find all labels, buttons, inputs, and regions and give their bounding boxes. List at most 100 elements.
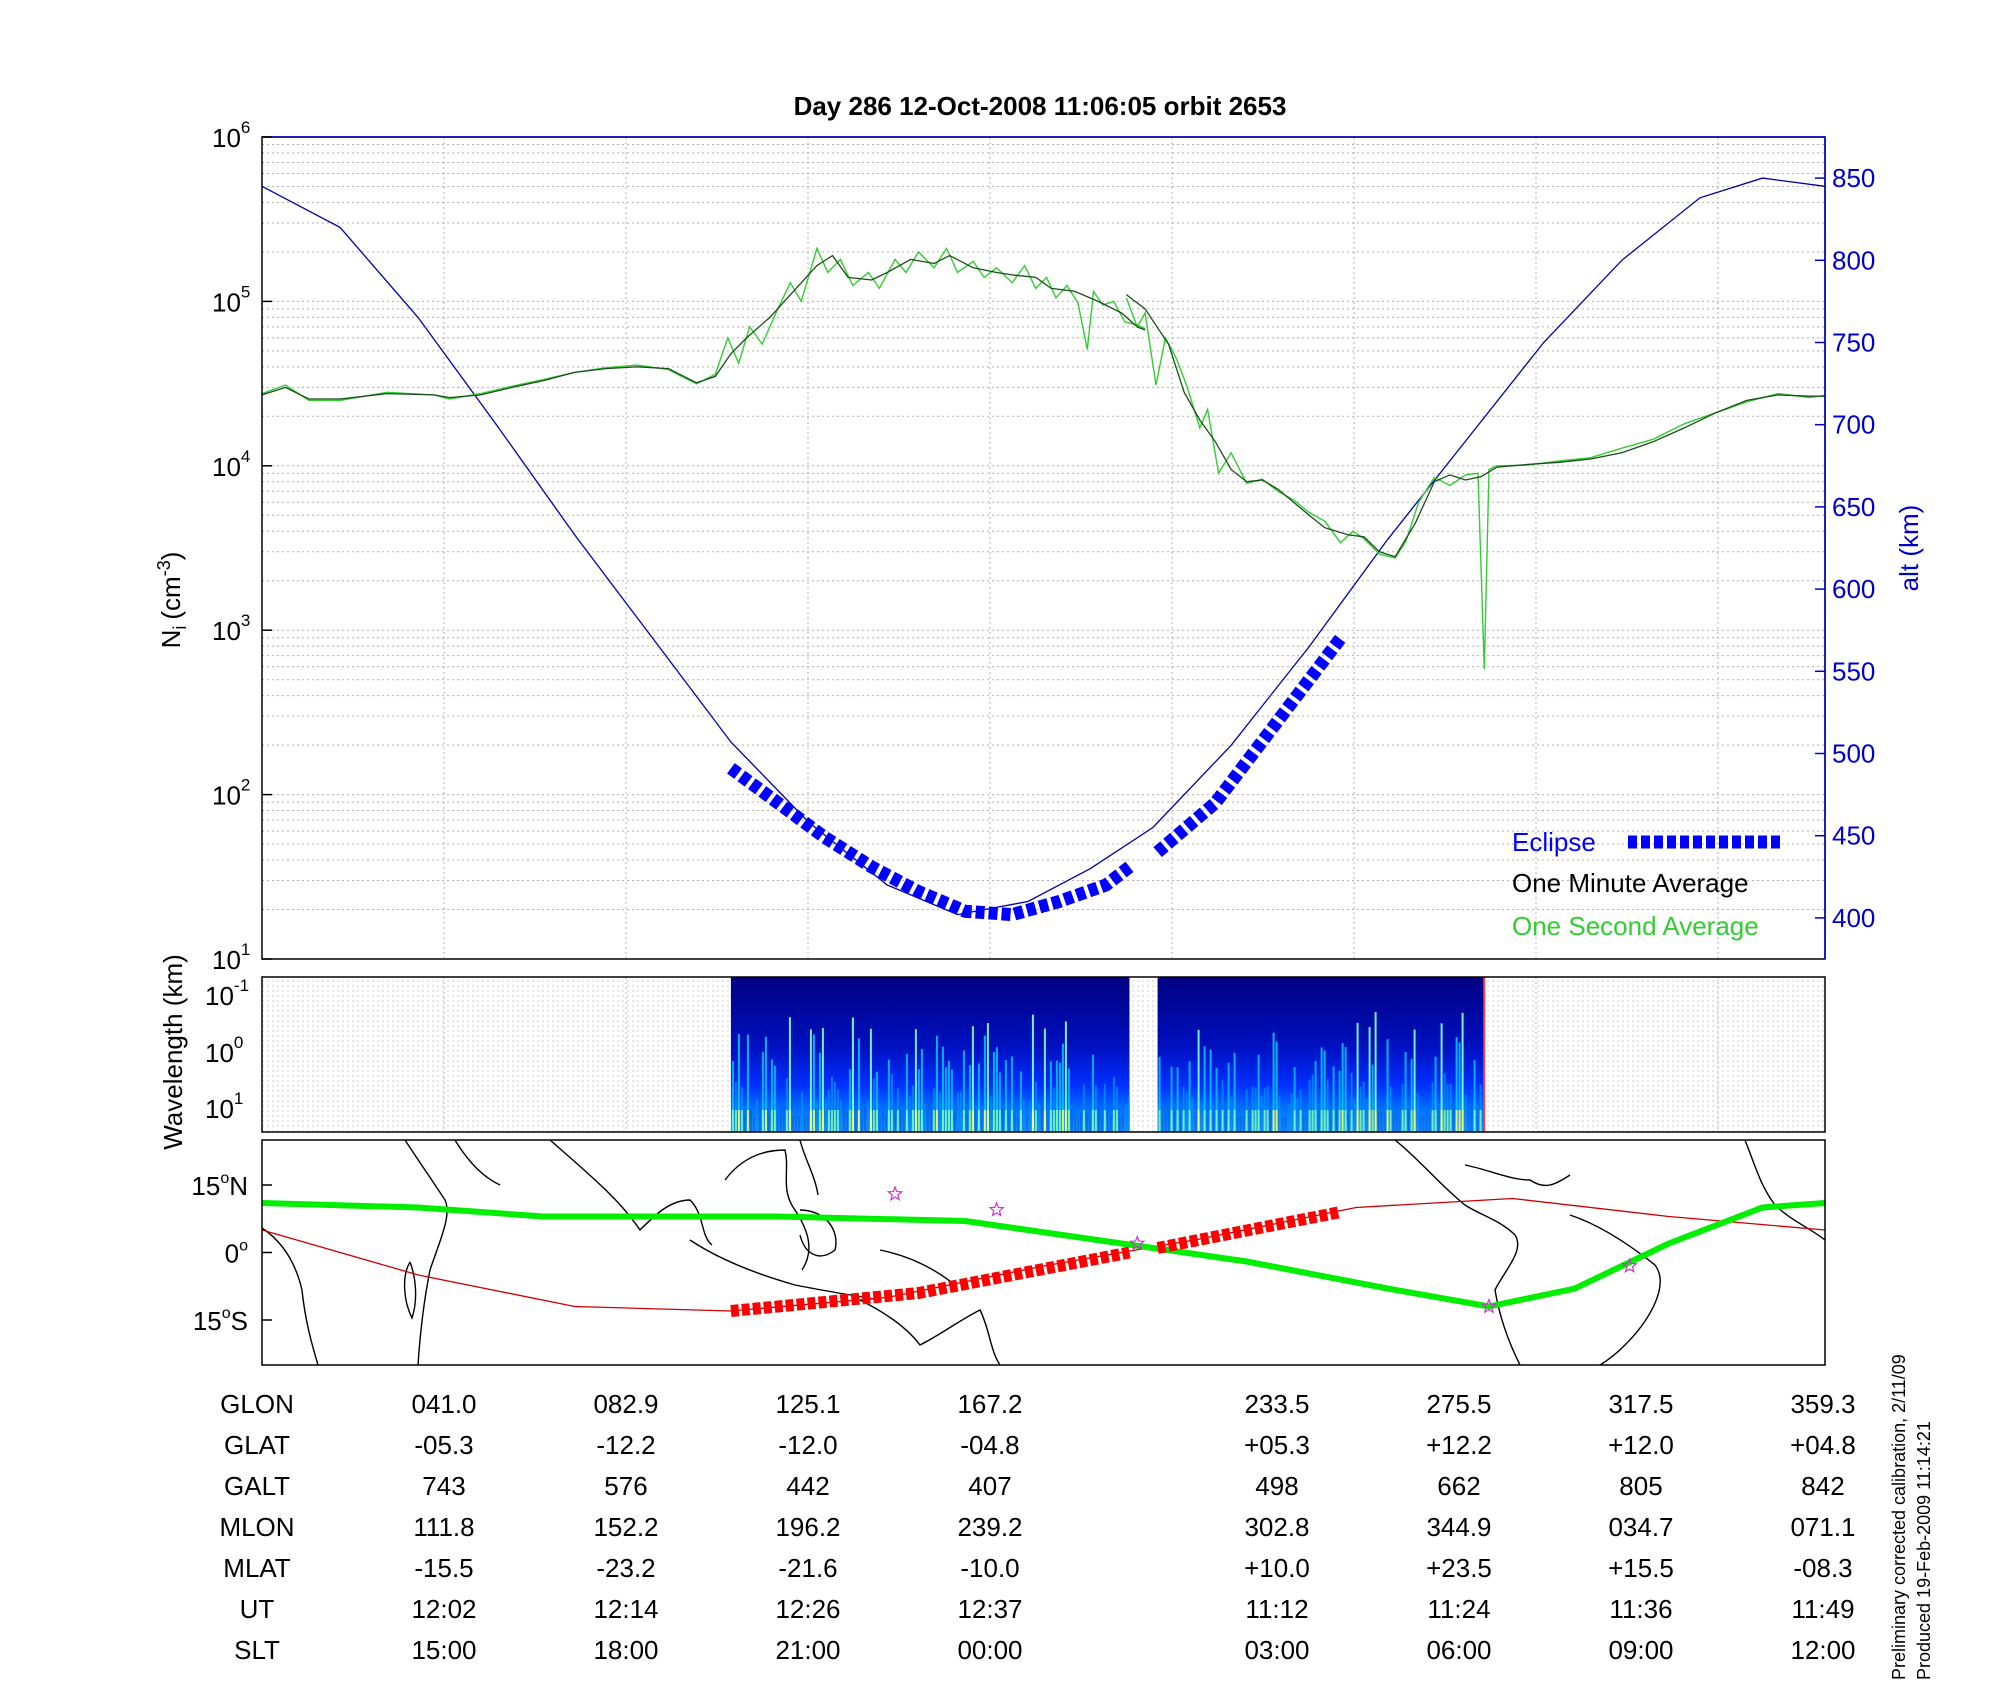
spectrogram-tick-label: 10-1 xyxy=(205,976,249,1011)
spectrogram-hot-band xyxy=(1043,1110,1046,1132)
spectrogram-column xyxy=(863,1105,866,1132)
spectrogram-column xyxy=(782,1107,785,1132)
table-cell: -12.2 xyxy=(596,1430,655,1460)
spectrogram-column xyxy=(995,1047,998,1132)
spectrogram-column xyxy=(905,1053,908,1132)
table-cell: -04.8 xyxy=(960,1430,1019,1460)
table-cell: 275.5 xyxy=(1426,1389,1491,1419)
spectrogram-column xyxy=(923,1103,926,1132)
spectrogram-column xyxy=(935,1035,938,1132)
spectrogram-column xyxy=(1161,1116,1164,1132)
spectrogram-column xyxy=(908,1096,911,1132)
spectrogram-hot-band xyxy=(935,1110,938,1132)
spectrogram-column xyxy=(1127,1096,1130,1132)
spectrogram-column xyxy=(1179,1115,1182,1132)
spectrogram-column xyxy=(818,1052,821,1132)
spectrogram-column xyxy=(1055,1060,1058,1132)
table-cell: -23.2 xyxy=(596,1553,655,1583)
spectrogram-hot-band xyxy=(1034,1110,1037,1132)
table-cell: 233.5 xyxy=(1244,1389,1309,1419)
table-cell: 12:00 xyxy=(1790,1635,1855,1665)
spectrogram-column xyxy=(1428,1115,1431,1132)
produced-note: Produced 19-Feb-2009 11:14:21 xyxy=(1914,1421,1934,1680)
spectrogram-hot-band xyxy=(830,1110,833,1132)
spectrogram-column xyxy=(1368,1027,1371,1132)
spectrogram-hot-band xyxy=(950,1110,953,1132)
table-cell: +23.5 xyxy=(1426,1553,1492,1583)
density-grid xyxy=(261,137,1825,960)
map-latitude-ticks: 15oN 0o 15oS xyxy=(191,1170,272,1336)
table-cell: 167.2 xyxy=(957,1389,1022,1419)
density-tick-label: 104 xyxy=(212,447,250,482)
spectrogram-column xyxy=(1407,1110,1410,1132)
spectrogram-y-axis-label: Wavelength (km) xyxy=(158,954,188,1150)
one-minute-average-line-1 xyxy=(261,254,1146,400)
spectrogram-column xyxy=(1037,1102,1040,1132)
spectrogram-hot-band xyxy=(1082,1110,1085,1132)
spectrogram-column xyxy=(1401,1083,1404,1132)
spectrogram-column xyxy=(938,1092,941,1132)
spectrogram-column xyxy=(1064,1021,1067,1132)
table-cell: -10.0 xyxy=(960,1553,1019,1583)
spectrogram-column xyxy=(1191,1097,1194,1132)
spectrogram-column xyxy=(1404,1051,1407,1132)
spectrogram-column xyxy=(773,1065,776,1132)
spectrogram-hot-band xyxy=(1176,1110,1179,1132)
spectrogram-column xyxy=(998,1072,1001,1132)
spectrogram-hot-band xyxy=(785,1110,788,1132)
spectrogram-hot-band xyxy=(971,1110,974,1132)
density-tick-label: 101 xyxy=(212,940,250,975)
coastline-southeast-asia xyxy=(724,1149,810,1271)
spectrogram-column xyxy=(893,1115,896,1132)
spectrogram-y-ticks: 10-1 100 101 xyxy=(205,976,249,1124)
spectrogram-column xyxy=(1185,1092,1188,1132)
spectrogram-column xyxy=(911,1085,914,1132)
spectrogram-hot-band xyxy=(944,1110,947,1132)
spectrogram-column xyxy=(857,1038,860,1132)
spectrogram-column xyxy=(1251,1086,1254,1132)
spectrogram-hot-band xyxy=(1215,1110,1218,1132)
table-row-label: MLON xyxy=(219,1512,294,1542)
spectrogram-column xyxy=(1100,1114,1103,1132)
spectrogram-hot-band xyxy=(998,1110,1001,1132)
spectrogram-hot-band xyxy=(1440,1110,1443,1132)
table-cell: -21.6 xyxy=(778,1553,837,1583)
spectrogram-column xyxy=(1034,1081,1037,1132)
altitude-tick-label: 550 xyxy=(1832,656,1875,686)
spectrogram-column xyxy=(920,1049,923,1132)
spectrogram-hot-band xyxy=(983,1110,986,1132)
coastline-borneo xyxy=(799,1209,837,1257)
spectrogram-column xyxy=(1356,1022,1359,1132)
spectrogram-column xyxy=(1058,1062,1061,1132)
spectrogram-hot-band xyxy=(1115,1110,1118,1132)
spectrogram-column xyxy=(1317,1114,1320,1132)
spectrogram-column xyxy=(965,1114,968,1132)
spectrogram-column xyxy=(1124,1103,1127,1132)
spectrogram-column xyxy=(1061,1043,1064,1132)
spectrogram-hot-band xyxy=(1443,1110,1446,1132)
spectrogram-frame xyxy=(261,976,1826,1133)
spectrogram-hot-band xyxy=(812,1110,815,1132)
spectrogram-column xyxy=(1344,1047,1347,1132)
spectrogram-column xyxy=(992,1052,995,1132)
spectrogram-column xyxy=(1329,1116,1332,1132)
spectrogram-column xyxy=(797,1116,800,1132)
table-cell: 743 xyxy=(422,1471,465,1501)
spectrogram-column xyxy=(776,1116,779,1132)
spectrogram-hot-band xyxy=(1094,1110,1097,1132)
spectrogram-column xyxy=(989,1096,992,1132)
spectrogram-column xyxy=(1085,1113,1088,1132)
density-tick-label: 106 xyxy=(212,118,250,153)
altitude-tick-label: 750 xyxy=(1832,328,1875,358)
spectrogram-column xyxy=(1194,1116,1197,1132)
spectrogram-panel: 10-1 100 101 Wavelength (km) xyxy=(158,954,1826,1150)
spectrogram-column xyxy=(1103,1084,1106,1132)
density-y-axis-label: Ni(cm-3) xyxy=(154,552,190,649)
coastline-new-guinea xyxy=(879,1249,956,1286)
spectrogram-column xyxy=(1365,1098,1368,1132)
spectrogram-column xyxy=(746,1034,749,1132)
spectrogram-column xyxy=(824,1098,827,1132)
spectrogram-hot-band xyxy=(1413,1110,1416,1132)
spectrogram-column xyxy=(1413,1029,1416,1132)
spectrogram-column xyxy=(1389,1086,1392,1132)
